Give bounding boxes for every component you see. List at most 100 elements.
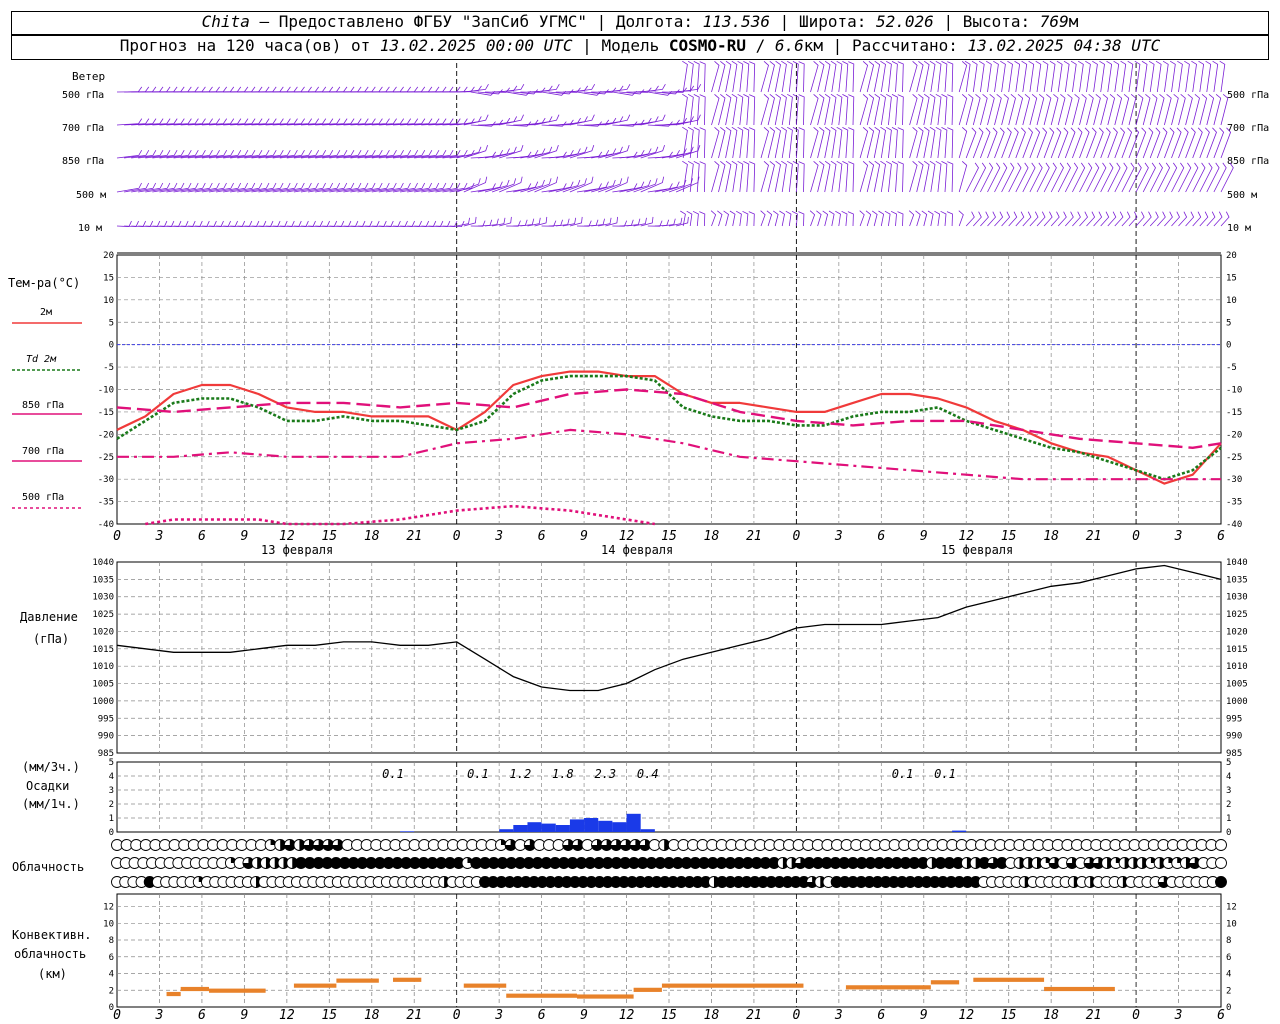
hour-tick-label: 3 <box>1174 1008 1183 1023</box>
wind-barb <box>1199 211 1209 227</box>
cloud-symbol-fill <box>961 876 973 888</box>
wind-barb <box>279 150 305 159</box>
wind-barb <box>555 179 581 193</box>
wind-barb <box>456 146 482 159</box>
wind-barb <box>1107 162 1121 193</box>
wind-barb <box>1206 127 1217 159</box>
cloud-symbol-fill <box>698 857 710 869</box>
cloud-symbol-fill <box>855 876 867 888</box>
wind-barb <box>258 86 284 93</box>
cloud-title: Облачность <box>12 860 84 874</box>
cloud-symbol-fill <box>888 876 900 888</box>
wind-barb <box>364 118 390 126</box>
wind-barb <box>428 118 454 126</box>
wind-barb <box>971 60 978 93</box>
wind-barb <box>731 126 738 159</box>
wind-barb <box>392 150 419 159</box>
wind-barb <box>1022 211 1032 227</box>
y-tick-label-right: 1005 <box>1226 680 1248 690</box>
wind-barb <box>915 210 921 227</box>
altitude-unit: м <box>1068 12 1079 31</box>
wind-barb <box>767 60 775 93</box>
cloud-symbol-fill <box>891 857 903 869</box>
wind-barb <box>993 60 999 93</box>
wind-barb <box>1141 60 1148 93</box>
wind-barb <box>1029 162 1043 193</box>
wind-barb <box>1056 60 1063 93</box>
wind-barb <box>484 179 510 193</box>
cloud-symbol-fill <box>280 839 286 851</box>
wind-barb <box>1219 60 1226 93</box>
cloud-symbol-fill <box>558 857 570 869</box>
wind-barb <box>357 86 383 93</box>
wind-barb <box>711 61 720 93</box>
precip-amount-label: 0.1 <box>934 767 956 781</box>
wind-barb <box>499 144 524 159</box>
wind-barb <box>711 94 720 126</box>
wind-barb <box>562 217 577 227</box>
wind-barb <box>584 181 609 193</box>
wind-barb <box>1220 127 1232 159</box>
wind-barb <box>428 86 454 93</box>
wind-barb <box>817 160 825 193</box>
hour-tick-label: 3 <box>155 1008 164 1023</box>
cloud-symbol-fill <box>1158 876 1170 888</box>
wind-barb <box>541 220 557 227</box>
wind-level-850hpa-right: 850 гПа <box>1227 156 1269 167</box>
hour-labels-top: 0 3 6 9 12 15 18 21 0 3 6 9 12 15 18 21 0 3 6 9 12 15 18 21 0 3 6 <box>113 529 1225 544</box>
cloud-panel: Облачность <box>12 839 1227 888</box>
cloud-symbol-fill <box>505 839 517 851</box>
wind-barb <box>897 127 904 159</box>
y-tick-label-right: 10 <box>1226 296 1237 306</box>
wind-barb <box>836 126 843 159</box>
wind-barb <box>414 150 440 159</box>
wind-barb <box>230 182 256 193</box>
y-tick-label-right: 985 <box>1226 749 1242 759</box>
wind-barb <box>725 93 732 126</box>
hour-tick-label: 0 <box>113 529 121 544</box>
wind-barb <box>781 126 787 159</box>
wind-barb <box>244 86 270 93</box>
cloud-symbol-fill <box>619 857 631 869</box>
wind-barb <box>1157 211 1166 227</box>
wind-barb <box>1064 162 1079 193</box>
wind-barb <box>400 182 426 193</box>
precip-bar <box>598 820 613 832</box>
temp-series <box>116 370 1222 526</box>
wind-barb <box>1198 60 1205 93</box>
conv-cloud-bar <box>393 977 422 982</box>
y-tick-label-right: 2 <box>1226 986 1231 996</box>
wind-barb <box>605 144 630 159</box>
wind-barb <box>718 160 726 193</box>
wind-barb <box>767 160 775 193</box>
wind-barb <box>958 61 968 93</box>
wind-barb <box>180 182 206 193</box>
wind-barb <box>152 150 178 159</box>
cloud-symbol-fill <box>790 876 802 888</box>
temperature-panel: Тем-ра(°C) 2м Td 2м 850 гПа 700 гПа 500 … <box>8 251 1242 530</box>
wind-barb <box>244 118 270 126</box>
cloud-symbol-fill <box>689 857 701 869</box>
cloud-symbol-fill <box>1215 876 1227 888</box>
wind-barb <box>1085 60 1091 93</box>
conv-cloud-bar <box>463 983 507 988</box>
cloud-symbol-fill <box>978 857 990 869</box>
hour-tick-label: 9 <box>920 1008 928 1023</box>
y-tick-label-left: 12 <box>103 903 114 913</box>
wind-barb <box>626 218 641 227</box>
wind-barb <box>633 146 659 159</box>
wind-barb <box>824 160 831 193</box>
wind-barb <box>866 160 875 193</box>
y-tick-label-left: 2 <box>109 800 114 810</box>
wind-barb <box>251 182 277 193</box>
wind-barb <box>392 182 418 193</box>
wind-barb <box>798 127 805 159</box>
cloud-symbol-fill <box>532 857 544 869</box>
cloud-symbol-fill <box>540 857 552 869</box>
wind-barb <box>194 118 221 126</box>
wind-barb <box>897 161 904 193</box>
cloud-symbol-fill <box>1189 857 1201 869</box>
wind-barb <box>1155 60 1162 93</box>
wind-barb <box>1050 211 1060 227</box>
wind-level-700hpa-right: 700 гПа <box>1227 123 1269 134</box>
